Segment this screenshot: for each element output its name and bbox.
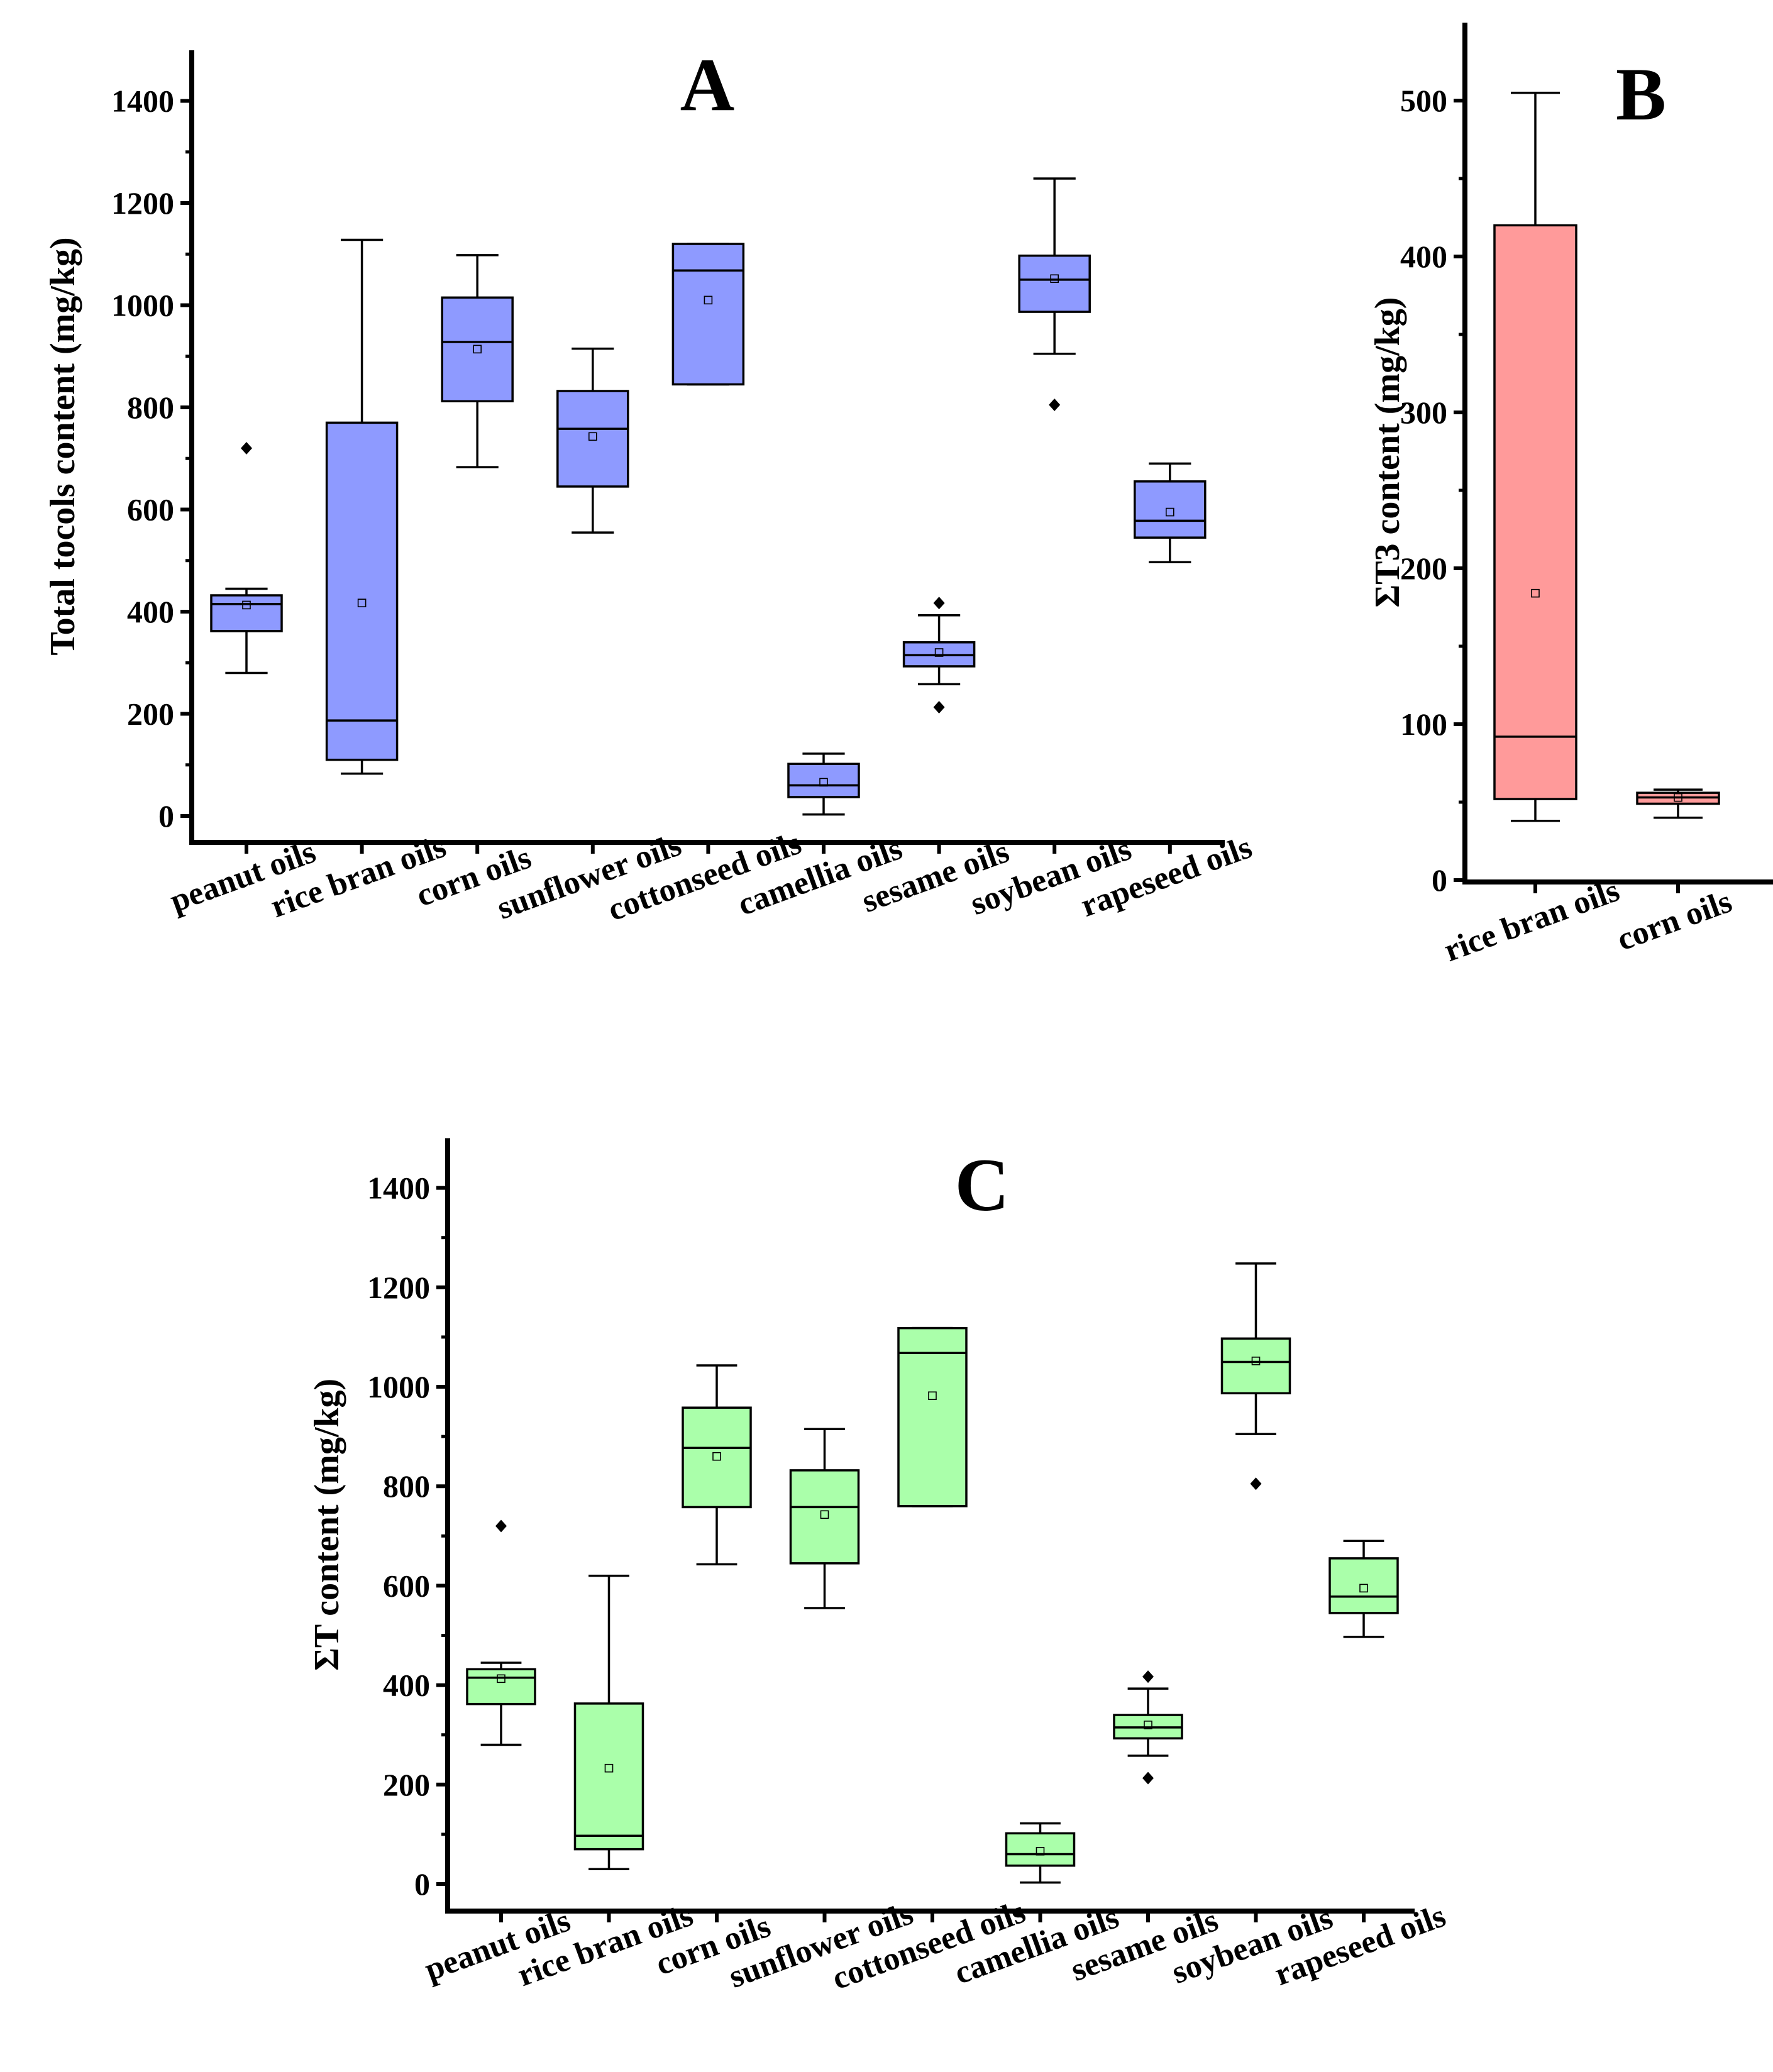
y-tick-label: 600 xyxy=(127,492,174,527)
box-sunflower-oils xyxy=(789,1428,860,1609)
x-tick-label: rice bran oils xyxy=(1440,873,1625,969)
box-corn-oils xyxy=(682,1364,752,1566)
mean-marker xyxy=(820,1510,829,1519)
box-soybean-oils xyxy=(1220,1262,1291,1491)
y-tick-label: 800 xyxy=(127,390,174,425)
box-rice-bran-oils xyxy=(573,1574,644,1871)
outlier-point xyxy=(495,1519,507,1533)
box-camellia-oils xyxy=(1005,1822,1076,1884)
y-axis-title: ΣT3 content (mg/kg) xyxy=(1368,297,1407,608)
panel-a: 0 200 400 600 800 1000 1200 1400 Total tocols co… xyxy=(43,43,1257,928)
y-tick-label: 400 xyxy=(127,594,174,629)
box-peanut-oils xyxy=(466,1519,536,1746)
outlier-point xyxy=(1049,398,1061,411)
panel-b: 0 100 200 300 400 500 ΣT3 content (mg/kg) Brice… xyxy=(1368,23,1773,969)
y-tick-label: 800 xyxy=(383,1469,430,1504)
mean-marker xyxy=(1036,1846,1045,1856)
box-rapeseed-oils xyxy=(1328,1540,1399,1638)
y-tick-label: 1000 xyxy=(111,288,174,323)
mean-marker xyxy=(604,1763,614,1773)
iqr-box xyxy=(1005,1832,1076,1867)
y-tick-label: 100 xyxy=(1400,707,1447,742)
y-tick-label: 1400 xyxy=(111,84,174,119)
outlier-point xyxy=(1142,1670,1154,1684)
mean-marker xyxy=(242,600,251,610)
box-rapeseed-oils xyxy=(1134,462,1207,563)
y-tick-label: 300 xyxy=(1400,395,1447,430)
mean-marker xyxy=(704,295,713,305)
box-cottonseed-oils xyxy=(897,1326,968,1507)
mean-marker xyxy=(1166,507,1174,517)
outlier-point xyxy=(1250,1477,1262,1491)
mean-marker xyxy=(712,1452,721,1461)
iqr-box xyxy=(1018,254,1091,313)
y-tick-label: 200 xyxy=(1400,551,1447,586)
mean-marker xyxy=(588,432,597,441)
y-tick-label: 200 xyxy=(127,697,174,732)
iqr-box xyxy=(210,594,283,632)
box-soybean-oils xyxy=(1018,177,1091,411)
panel-letter: A xyxy=(680,43,735,126)
iqr-box xyxy=(1220,1337,1291,1395)
mean-marker xyxy=(497,1674,505,1684)
box-sesame-oils xyxy=(1113,1670,1183,1785)
y-axis-title: Total tocols content (mg/kg) xyxy=(43,237,82,655)
y-tick-label: 0 xyxy=(414,1866,430,1902)
box-corn-oils xyxy=(1636,788,1720,819)
iqr-box xyxy=(1328,1557,1399,1614)
iqr-box xyxy=(789,1469,860,1565)
y-tick-label: 0 xyxy=(158,798,174,834)
box-sunflower-oils xyxy=(556,347,629,534)
panel-c: 0 200 400 600 800 1000 1200 1400 ΣT content (mg/… xyxy=(307,1138,1450,1997)
mean-marker xyxy=(1251,1357,1261,1365)
mean-marker xyxy=(1144,1721,1152,1729)
mean-marker xyxy=(357,598,367,607)
mean-marker xyxy=(934,648,944,657)
y-axis-title: ΣT content (mg/kg) xyxy=(307,1379,346,1671)
outlier-point xyxy=(933,700,945,714)
mean-marker xyxy=(1050,274,1059,284)
y-tick-label: 600 xyxy=(383,1568,430,1603)
iqr-box xyxy=(1493,224,1577,800)
mean-marker xyxy=(473,344,482,354)
iqr-box xyxy=(787,763,860,798)
iqr-box xyxy=(325,421,399,761)
y-tick-label: 1400 xyxy=(367,1171,430,1206)
mean-marker xyxy=(819,778,828,787)
box-peanut-oils xyxy=(210,442,283,675)
mean-marker xyxy=(928,1391,937,1401)
iqr-box xyxy=(1134,480,1207,539)
mean-marker xyxy=(1359,1584,1368,1593)
box-camellia-oils xyxy=(787,752,860,816)
y-tick-label: 500 xyxy=(1400,83,1447,118)
iqr-box xyxy=(682,1406,752,1509)
y-tick-label: 200 xyxy=(383,1767,430,1802)
box-cottonseed-oils xyxy=(671,243,745,386)
iqr-box xyxy=(441,296,514,402)
iqr-box xyxy=(573,1702,644,1851)
y-tick-label: 400 xyxy=(383,1668,430,1703)
outlier-point xyxy=(241,442,252,455)
y-tick-label: 1200 xyxy=(111,185,174,221)
mean-marker xyxy=(1674,793,1682,802)
y-tick-label: 400 xyxy=(1400,239,1447,274)
iqr-box xyxy=(897,1326,968,1507)
y-tick-label: 1000 xyxy=(367,1369,430,1404)
box-corn-oils xyxy=(441,254,514,468)
mean-marker xyxy=(1531,588,1540,598)
iqr-box xyxy=(556,390,629,488)
x-tick-label: corn oils xyxy=(1613,883,1737,957)
panel-letter: C xyxy=(955,1143,1010,1226)
box-rice-bran-oils xyxy=(325,238,399,775)
y-tick-label: 0 xyxy=(1432,862,1447,898)
iqr-box xyxy=(671,243,745,386)
box-sesame-oils xyxy=(902,597,976,714)
panel-letter: B xyxy=(1616,52,1666,136)
outlier-point xyxy=(1142,1772,1154,1785)
box-rice-bran-oils xyxy=(1493,91,1577,822)
y-tick-label: 1200 xyxy=(367,1270,430,1305)
outlier-point xyxy=(933,597,945,610)
